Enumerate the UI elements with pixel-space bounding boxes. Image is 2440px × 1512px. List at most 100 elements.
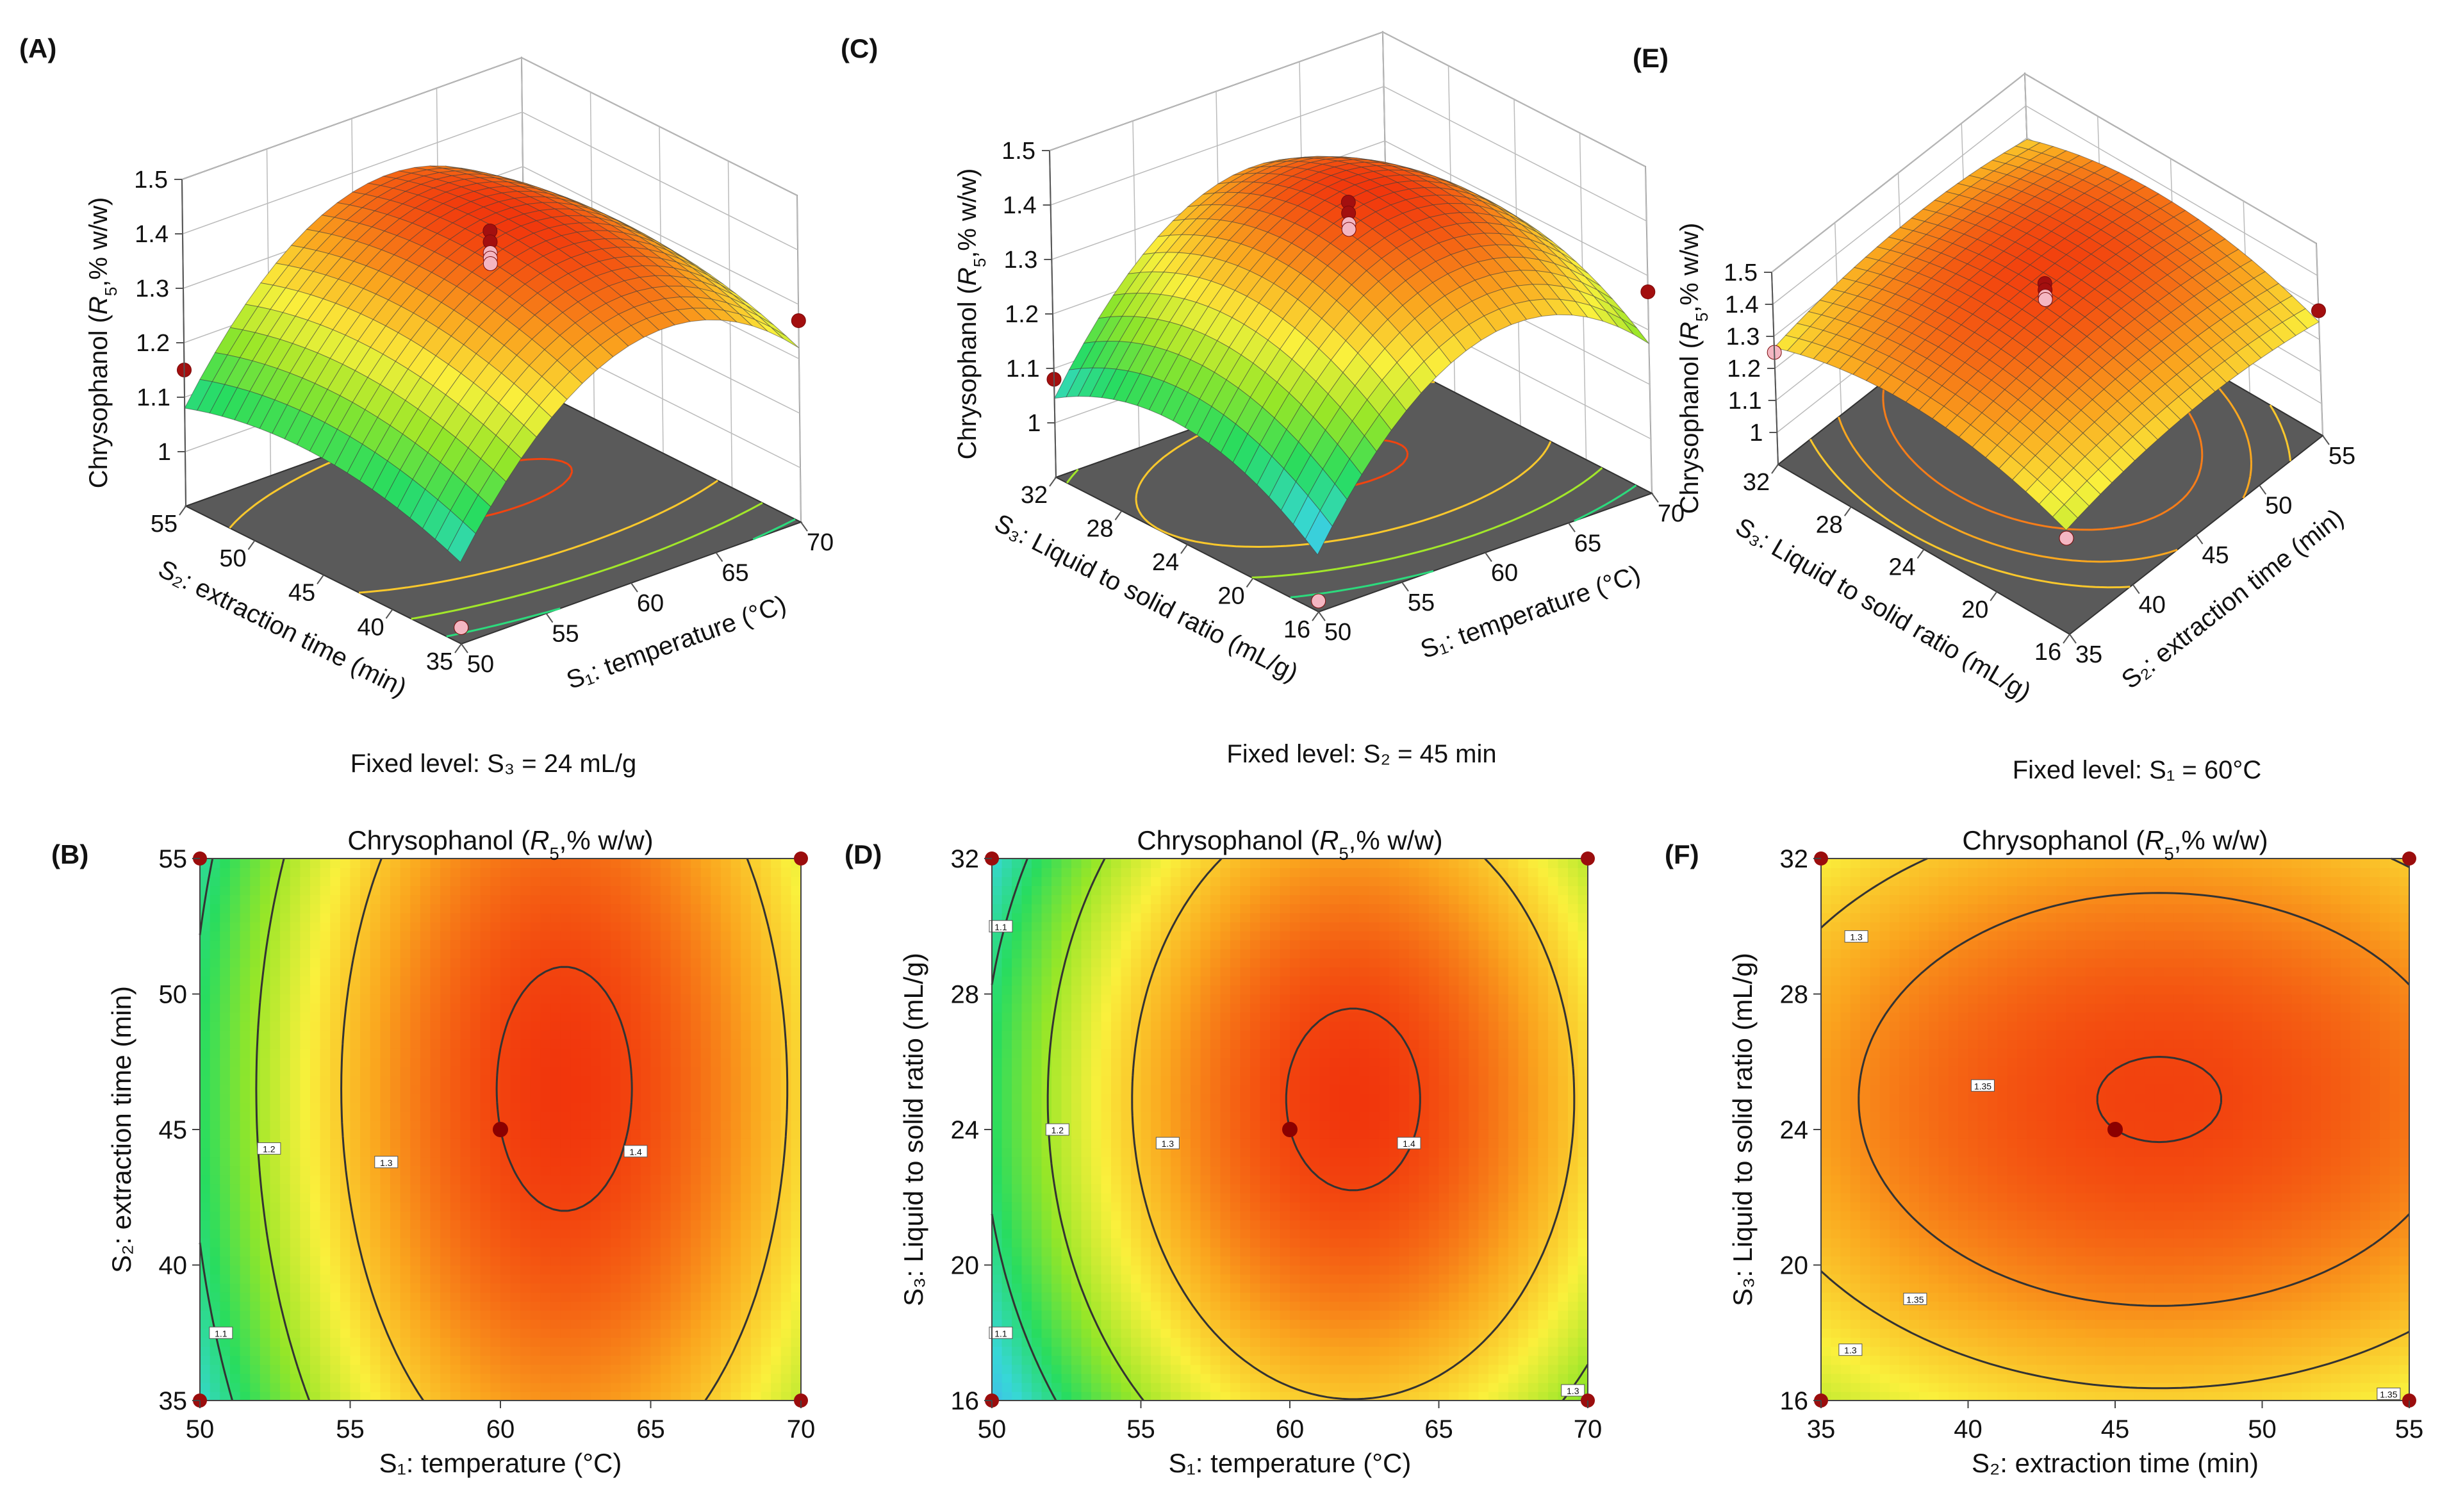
heatmap-cell [1081,1382,1092,1392]
heatmap-cell [581,930,591,941]
heatmap-cell [730,1012,741,1022]
heatmap-cell [650,1337,661,1347]
heatmap-cell [992,1265,1003,1275]
heatmap-cell [720,1265,732,1275]
heatmap-cell [560,985,572,995]
heatmap-cell [1220,1292,1231,1302]
heatmap-cell [640,1183,652,1194]
heatmap-cell [590,1030,602,1040]
heatmap-cell [670,921,682,932]
heatmap-cell [1330,1229,1340,1238]
heatmap-cell [1498,1391,1509,1401]
heatmap-cell [1041,1319,1052,1329]
heatmap-cell [520,1120,531,1130]
heatmap-cell [1260,1319,1271,1329]
heatmap-cell [1160,1319,1171,1329]
heatmap-cell [500,1337,511,1347]
heatmap-cell [420,1138,431,1148]
heatmap-cell [200,1165,211,1176]
heatmap-cell [680,1210,691,1220]
heatmap-cell [1538,1328,1549,1338]
heatmap-cell [1389,1328,1400,1338]
heatmap-cell [711,1120,721,1130]
heatmap-cell [470,1210,481,1220]
heatmap-cell [730,1364,741,1374]
heatmap-cell [1330,1364,1340,1374]
heatmap-cell [780,912,792,923]
heatmap-cell [380,958,391,967]
heatmap-cell [470,1003,481,1013]
heatmap-cell [771,1174,782,1185]
heatmap-cell [771,1030,782,1040]
heatmap-cell [570,994,581,1004]
heatmap-cell [350,985,361,995]
heatmap-cell [540,1048,551,1058]
heatmap-cell [450,921,461,932]
heatmap-cell [530,912,541,923]
heatmap-cell [711,1130,721,1139]
heatmap-cell [300,1147,311,1158]
heatmap-cell [1270,1210,1281,1220]
heatmap-cell [661,1373,672,1383]
heatmap-cell [1061,1256,1072,1266]
heatmap-cell [1240,1220,1251,1229]
heatmap-cell [210,876,221,887]
heatmap-cell [1330,1265,1340,1275]
heatmap-cell [1032,1337,1043,1347]
heatmap-cell [1002,1310,1012,1320]
heatmap-cell [420,1346,431,1356]
heatmap-cell [320,994,331,1004]
heatmap-cell [540,859,551,868]
heatmap-cell [500,859,511,868]
heatmap-cell [711,976,721,986]
heatmap-cell [260,985,271,995]
heatmap-cell [581,1391,591,1401]
heatmap-cell [700,1229,712,1238]
heatmap-cell [1012,1265,1023,1275]
heatmap-cell [1171,1391,1182,1401]
heatmap-cell [1041,1274,1052,1284]
heatmap-cell [330,949,341,958]
heatmap-cell [470,939,481,949]
heatmap-cell [530,1039,541,1049]
heatmap-cell [520,1256,531,1266]
heatmap-cell [570,859,581,868]
heatmap-cell [309,912,321,923]
heatmap-cell [590,1039,602,1049]
heatmap-cell [771,1012,782,1022]
heatmap-cell [711,1391,721,1401]
contour-line-1.3 [340,858,789,1401]
heatmap-cell [631,1039,641,1049]
heatmap-cell [750,1003,762,1013]
heatmap-cell [1002,1346,1012,1356]
heatmap-cell [500,1210,511,1220]
heatmap-cell [270,1238,281,1248]
heatmap-cell [1488,1220,1499,1229]
heatmap-cell [1270,1220,1281,1229]
heatmap-cell [330,1319,341,1329]
heatmap-cell [1299,1301,1310,1311]
heatmap-cell [430,1003,441,1013]
heatmap-cell [490,1256,501,1266]
heatmap-cell [771,985,782,995]
heatmap-cell [631,1093,641,1103]
heatmap-cell [670,1192,682,1203]
heatmap-cell [1578,1355,1588,1365]
heatmap-cell [610,1364,622,1374]
heatmap-cell [280,1156,291,1167]
heatmap-cell [640,1012,652,1022]
heatmap-cell [1409,1238,1420,1248]
heatmap-cell [550,1274,561,1284]
heatmap-cell [340,867,351,877]
heatmap-cell [620,1084,632,1094]
heatmap-cell [1409,1220,1420,1229]
heatmap-cell [761,1238,771,1248]
heatmap-cell [771,1310,782,1320]
heatmap-cell [992,1283,1003,1293]
heatmap-cell [470,1364,481,1374]
heatmap-cell [490,967,501,977]
heatmap-cell [700,1057,712,1067]
heatmap-cell [1230,1391,1241,1401]
heatmap-cell [460,1265,471,1275]
heatmap-cell [470,1265,481,1275]
